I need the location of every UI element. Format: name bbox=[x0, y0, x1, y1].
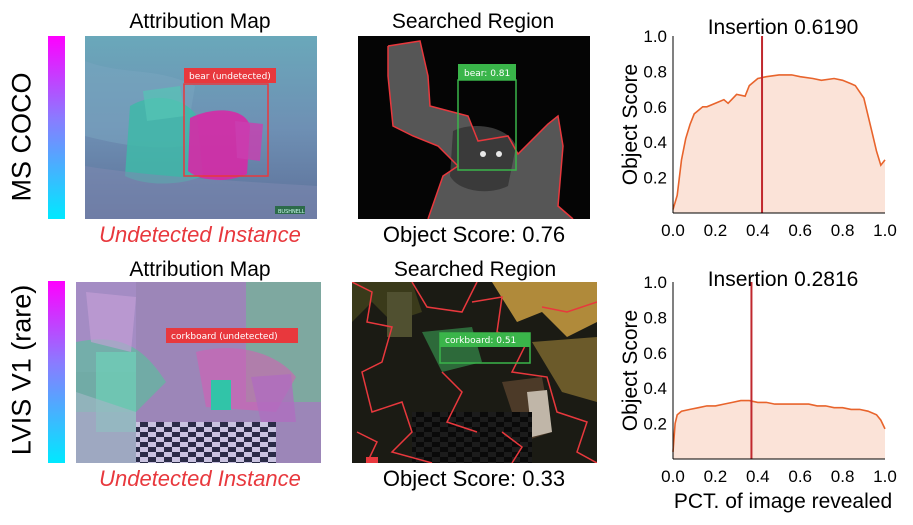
y-tick-label-1-0: 0.2 bbox=[643, 415, 667, 434]
y-tick-label-1-1: 0.4 bbox=[643, 379, 667, 398]
search-box-label-lvis: corkboard: 0.51 bbox=[445, 336, 516, 346]
attr-box-label-lvis: corkboard (undetected) bbox=[171, 332, 278, 342]
y-tick-label-1-2: 0.6 bbox=[643, 344, 667, 363]
insertion-area-0 bbox=[673, 74, 885, 214]
chart-title-1: Insertion 0.2816 bbox=[708, 268, 859, 291]
searched-region-coco: bear: 0.81 bbox=[358, 36, 590, 219]
search-caption-coco: Object Score: 0.76 bbox=[382, 222, 566, 247]
y-tick-label-0-3: 0.8 bbox=[643, 62, 667, 81]
search-caption-lvis: Object Score: 0.33 bbox=[382, 466, 566, 491]
y-tick-label-1-3: 0.8 bbox=[643, 308, 667, 327]
search-title-coco: Searched Region bbox=[391, 10, 555, 33]
attribution-map-coco: bear (undetected) BUSHNELL bbox=[85, 36, 317, 219]
chart-title-0: Insertion 0.6190 bbox=[708, 16, 859, 39]
attribution-map-lvis: corkboard (undetected) bbox=[76, 282, 321, 463]
attr-caption-coco: Undetected Instance bbox=[99, 222, 301, 247]
attr-title-lvis: Attribution Map bbox=[129, 258, 271, 281]
insertion-curve-1 bbox=[672, 399, 886, 452]
searched-region-lvis: corkboard: 0.51 bbox=[352, 282, 597, 463]
x-tick-label-0-5: 1.0 bbox=[873, 221, 897, 240]
y-tick-label-0-0: 0.2 bbox=[643, 169, 667, 188]
attr-caption-lvis: Undetected Instance bbox=[99, 466, 301, 491]
y-tick-label-0-2: 0.6 bbox=[643, 98, 667, 117]
x-tick-label-1-4: 0.8 bbox=[831, 467, 855, 486]
x-tick-label-0-1: 0.2 bbox=[704, 221, 728, 240]
x-tick-label-1-5: 1.0 bbox=[873, 467, 897, 486]
watermark-coco: BUSHNELL bbox=[278, 209, 305, 215]
x-tick-label-1-3: 0.6 bbox=[788, 467, 812, 486]
x-tick-label-1-0: 0.0 bbox=[661, 467, 685, 486]
x-tick-label-0-0: 0.0 bbox=[661, 221, 685, 240]
insertion-area-1 bbox=[673, 400, 885, 459]
x-tick-label-0-4: 0.8 bbox=[831, 221, 855, 240]
x-tick-label-1-1: 0.2 bbox=[704, 467, 728, 486]
y-tick-label-0-4: 1.0 bbox=[643, 27, 667, 46]
attr-title-coco: Attribution Map bbox=[129, 10, 271, 33]
colorbar-coco bbox=[48, 36, 65, 219]
y-axis-label-1: Object Score bbox=[619, 310, 642, 431]
colorbar-lvis bbox=[48, 281, 65, 463]
x-tick-label-0-2: 0.4 bbox=[746, 221, 770, 240]
x-tick-label-1-2: 0.4 bbox=[746, 467, 770, 486]
y-tick-label-1-4: 1.0 bbox=[643, 273, 667, 292]
x-axis-label-1: PCT. of image revealed bbox=[674, 490, 892, 513]
y-tick-label-0-1: 0.4 bbox=[643, 133, 667, 152]
search-box-label-coco: bear: 0.81 bbox=[464, 69, 510, 79]
y-axis-label-0: Object Score bbox=[619, 64, 642, 185]
attr-box-label-coco: bear (undetected) bbox=[189, 72, 271, 82]
x-tick-label-0-3: 0.6 bbox=[788, 221, 812, 240]
search-title-lvis: Searched Region bbox=[393, 258, 557, 281]
